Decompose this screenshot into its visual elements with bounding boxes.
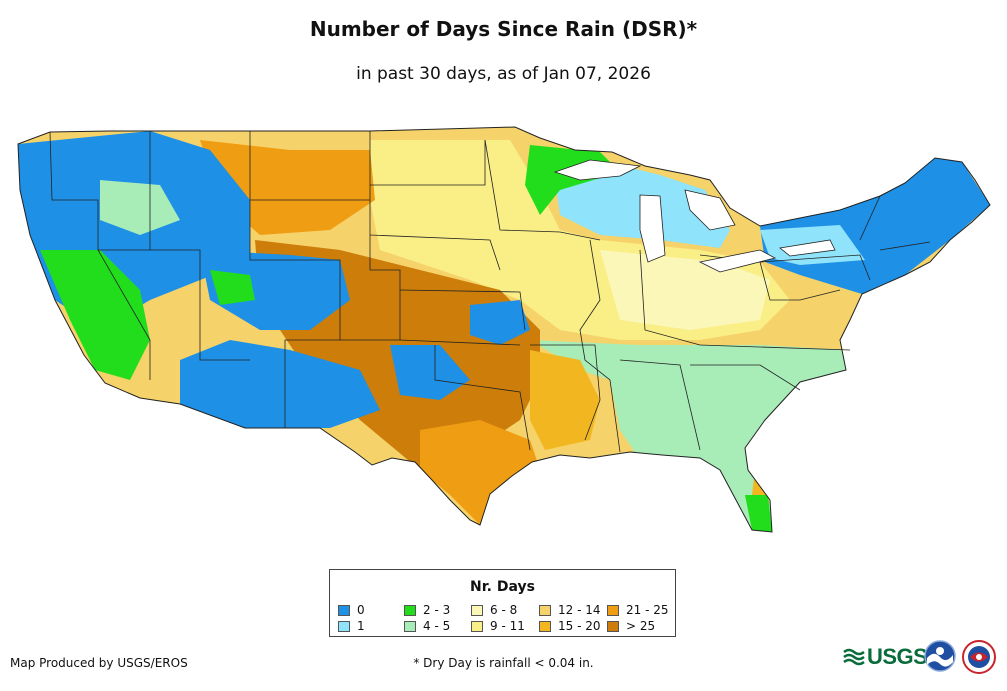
usgs-logo-text: USGS: [867, 644, 928, 669]
dsr-regions: [18, 127, 990, 532]
legend-item-5: 9 - 11: [471, 619, 525, 633]
legend-item-8: 21 - 25: [607, 603, 669, 617]
legend-swatch: [607, 620, 619, 632]
map-subtitle: in past 30 days, as of Jan 07, 2026: [356, 64, 651, 84]
legend-item-0: 0: [338, 603, 365, 617]
noaa-logo-icon: [924, 640, 956, 672]
legend-title: Nr. Days: [470, 579, 535, 595]
legend-swatch: [404, 604, 416, 616]
legend-swatch: [607, 604, 619, 616]
legend-swatch: [539, 604, 551, 616]
legend-label: 12 - 14: [558, 603, 601, 617]
legend-label: 1: [357, 619, 365, 633]
legend-label: 21 - 25: [626, 603, 669, 617]
footnote-text: * Dry Day is rainfall < 0.04 in.: [413, 656, 594, 670]
legend-swatch: [471, 604, 483, 616]
legend-swatch: [338, 620, 350, 632]
legend-item-1: 1: [338, 619, 365, 633]
legend-swatch: [404, 620, 416, 632]
nws-logo-icon: [962, 640, 996, 674]
legend-label: 4 - 5: [423, 619, 451, 633]
legend-item-4: 6 - 8: [471, 603, 517, 617]
usgs-logo: USGS: [843, 644, 928, 670]
legend-label: > 25: [626, 619, 656, 633]
legend-item-6: 12 - 14: [539, 603, 601, 617]
legend-label: 2 - 3: [423, 603, 451, 617]
legend-items: 0 1 2 - 3 4 - 5 6 - 8 9 - 11 12 - 14 15: [338, 603, 674, 633]
legend: Nr. Days 0 1 2 - 3 4 - 5 6 - 8 9 - 11 12: [329, 569, 676, 637]
legend-item-9: > 25: [607, 619, 655, 633]
legend-label: 0: [357, 603, 365, 617]
legend-label: 6 - 8: [490, 603, 518, 617]
legend-item-7: 15 - 20: [539, 619, 601, 633]
credit-text: Map Produced by USGS/EROS: [10, 656, 188, 670]
legend-swatch: [338, 604, 350, 616]
great-lakes: [553, 159, 836, 273]
legend-swatch: [539, 620, 551, 632]
legend-label: 15 - 20: [558, 619, 601, 633]
state-borders: [49, 131, 931, 453]
legend-item-2: 2 - 3: [404, 603, 450, 617]
map-title: Number of Days Since Rain (DSR)*: [309, 17, 698, 41]
usgs-waves-icon: [843, 648, 865, 666]
legend-swatch: [471, 620, 483, 632]
us-dsr-map: [17, 126, 991, 533]
legend-label: 9 - 11: [490, 619, 525, 633]
legend-item-3: 4 - 5: [404, 619, 450, 633]
